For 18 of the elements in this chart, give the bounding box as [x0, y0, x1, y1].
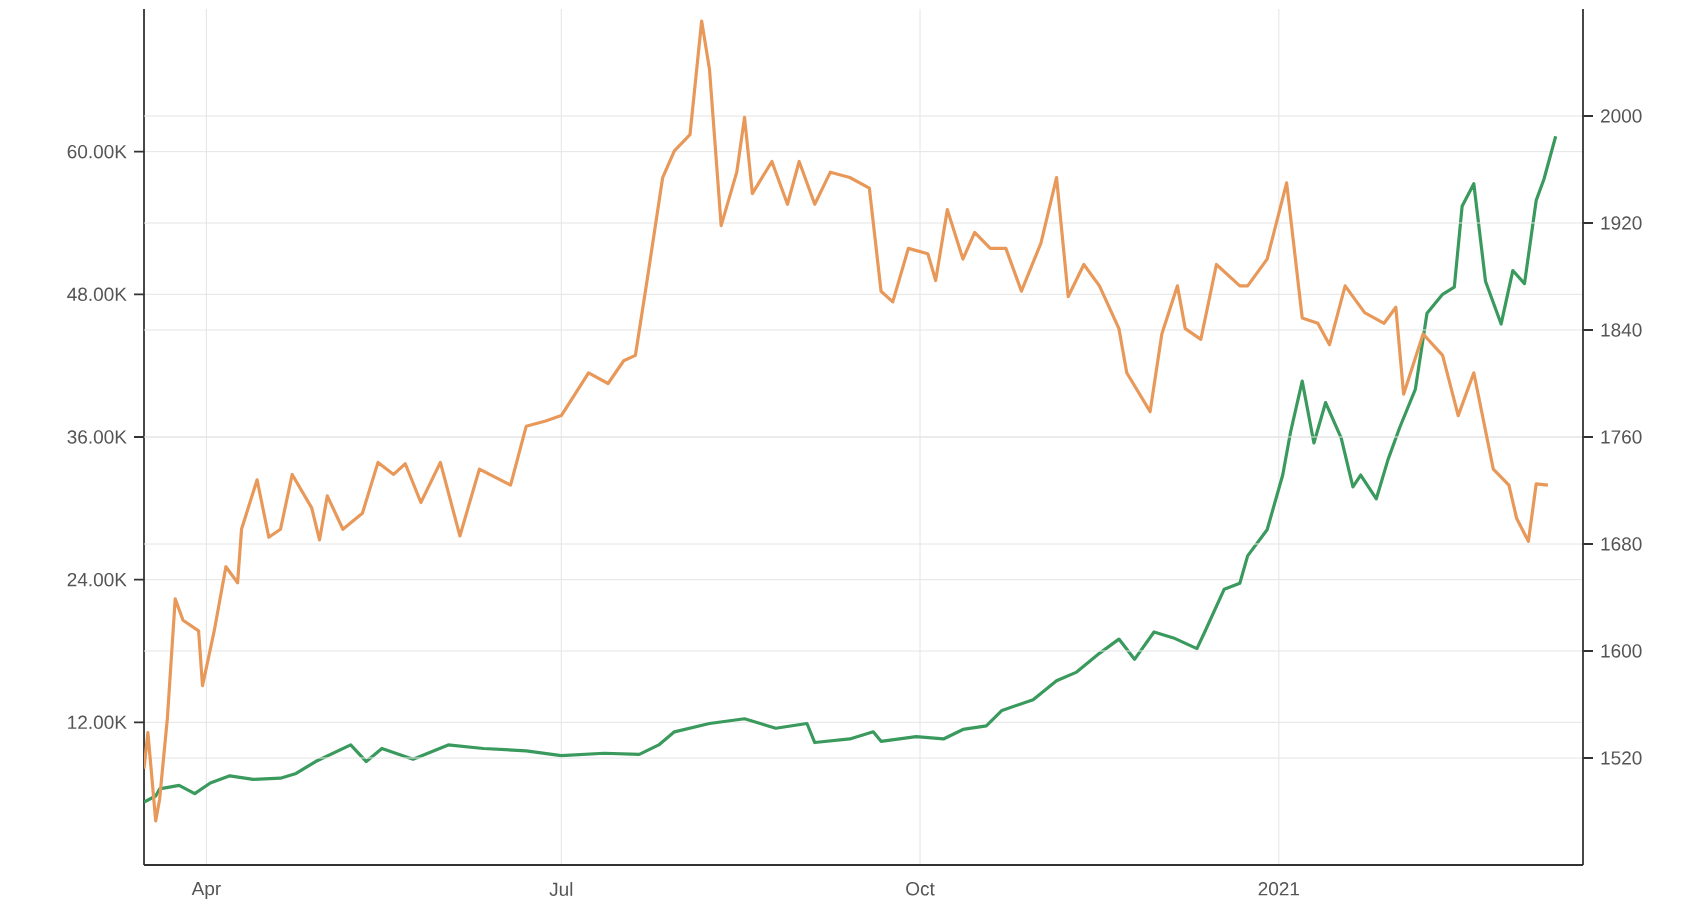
y2-tick-label: 2000 [1601, 109, 1642, 123]
x-tick-label: Apr [191, 882, 221, 900]
y2-tick-label: 1760 [1601, 430, 1642, 444]
y-tick-label: 60.00K [67, 144, 127, 159]
line-series [144, 134, 1558, 804]
y-tick-label: 36.00K [67, 430, 127, 444]
y-tick-label: 48.00K [67, 287, 127, 302]
y2-tick-label: 1920 [1601, 216, 1642, 230]
x-tick-label: Oct [906, 882, 935, 896]
y-tick-label: 24.00K [67, 572, 127, 587]
y2-tick-label: 1520 [1601, 751, 1642, 765]
x-tick-label: 2021 [1258, 882, 1300, 896]
y2-tick-label: 1680 [1601, 537, 1642, 551]
y2-tick-label: 1840 [1601, 323, 1642, 337]
y-tick-label: 12.00K [68, 715, 127, 730]
x-tick-label: Jul [549, 882, 573, 897]
line-series [144, 19, 1550, 823]
y2-tick-label: 1600 [1601, 644, 1642, 658]
